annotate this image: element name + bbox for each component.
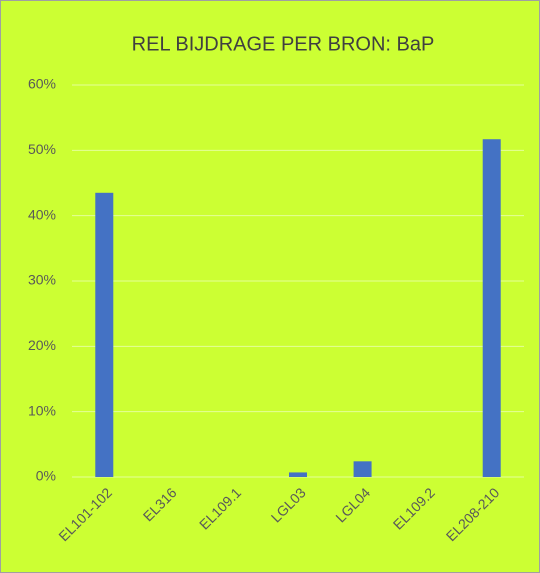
bar: [289, 472, 307, 477]
y-tick-label: 50%: [28, 141, 56, 157]
y-tick-label: 30%: [28, 272, 56, 288]
y-tick-label: 10%: [28, 402, 56, 418]
y-tick-label: 40%: [28, 206, 56, 222]
bar: [482, 139, 501, 477]
y-tick-label: 0%: [36, 468, 56, 484]
y-tick-label: 60%: [28, 76, 56, 92]
bar: [95, 192, 114, 478]
bar: [353, 461, 372, 477]
chart-title: REL BIJDRAGE PER BRON: BaP: [132, 33, 435, 55]
y-tick-label: 20%: [28, 337, 56, 353]
